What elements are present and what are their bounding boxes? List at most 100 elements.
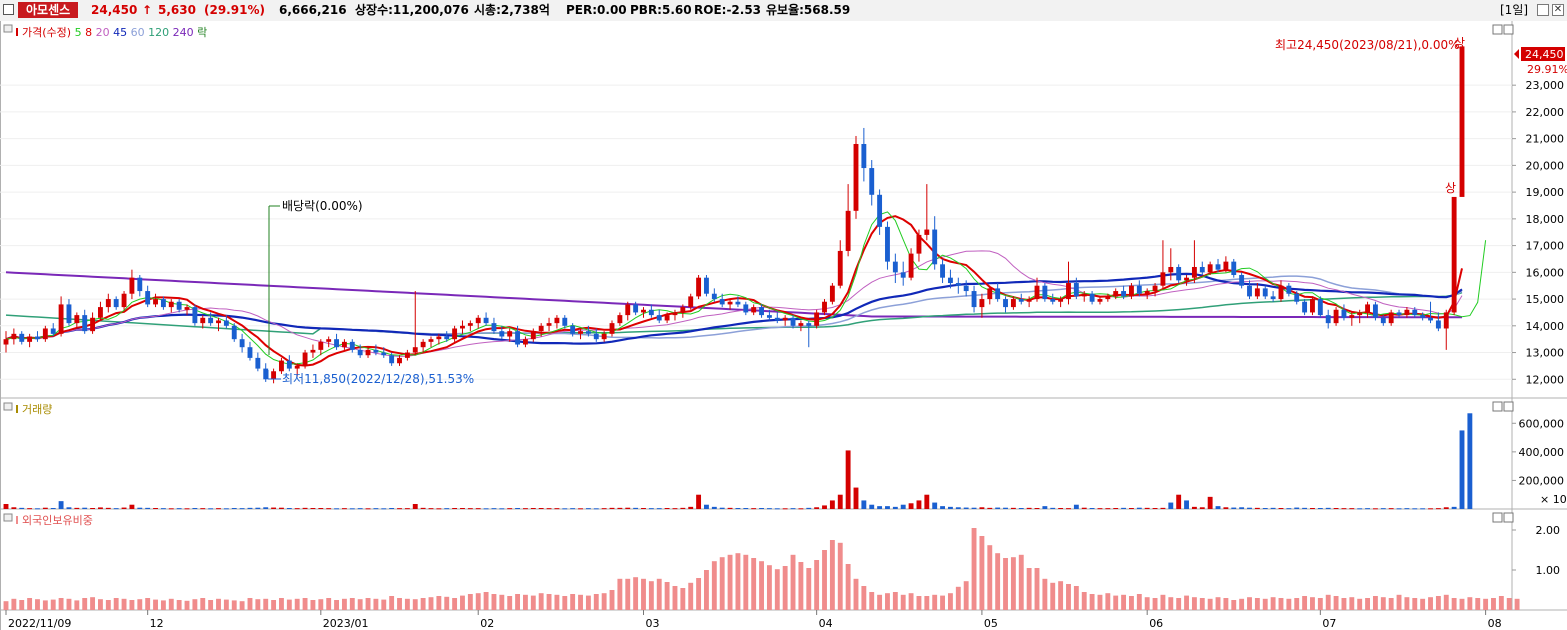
foreign-bar [562, 596, 568, 610]
candle-body [318, 341, 324, 350]
price-tick-label: 17,000 [1526, 240, 1565, 253]
foreign-bar [1034, 568, 1040, 610]
candle-body [1160, 272, 1166, 286]
volume-panel-controls[interactable] [1492, 401, 1514, 412]
volume-bar [357, 508, 363, 510]
candle-body [1050, 299, 1056, 302]
volume-bar [90, 508, 96, 509]
candle-body [1215, 264, 1221, 270]
candle-body [82, 315, 88, 332]
foreign-bar [1168, 597, 1174, 610]
candle-body [735, 301, 741, 305]
volume-bar [570, 508, 576, 510]
foreign-bar [255, 599, 261, 610]
volume-bar [113, 508, 119, 510]
foreign-bar [719, 557, 725, 610]
volume-bar [1144, 507, 1150, 509]
foreign-bar [955, 586, 961, 610]
candle-body [1129, 285, 1134, 297]
volume-bar [1467, 413, 1473, 509]
candle-body [869, 168, 875, 195]
foreign-bar [1223, 598, 1229, 610]
foreign-bar [27, 598, 33, 610]
candle-body [633, 304, 639, 313]
foreign-bar [105, 600, 111, 610]
foreign-bar [66, 598, 72, 610]
foreign-bar [1066, 584, 1071, 610]
stock-name-badge[interactable]: 아모센스 [18, 2, 79, 18]
foreign-bar [326, 598, 332, 610]
x-tick-label: 08 [1488, 617, 1502, 630]
foreign-bar [58, 598, 64, 610]
restore-icon[interactable] [1537, 4, 1549, 16]
foreign-bar [1176, 598, 1182, 610]
foreign-bar [1341, 598, 1347, 610]
candle-body [341, 341, 347, 348]
foreign-panel-controls[interactable] [1492, 512, 1514, 523]
foreign-ownership-bars [3, 528, 1520, 610]
foreign-bar [1239, 598, 1245, 610]
foreign-bar [1294, 598, 1300, 610]
volume-bar [963, 507, 969, 509]
volume-bar [1365, 508, 1370, 510]
candle-body [1223, 261, 1229, 270]
volume-bar [176, 508, 182, 510]
foreign-bar [609, 590, 615, 610]
candle-body [428, 339, 434, 342]
chart-area[interactable]: 12,000 13,000 14,000 15,000 16,000 17,000 18,0… [0, 21, 1567, 630]
foreign-bar [940, 595, 946, 610]
foreign-legend: 외국인보유비중 [3, 513, 93, 527]
volume-bar [239, 508, 245, 510]
volume-bar [1459, 430, 1465, 509]
svg-text:가격(수정) 5 8 20 45 60 120 240 락: 가격(수정) 5 8 20 45 60 120 240 락 [22, 26, 207, 39]
candle-body [885, 226, 890, 262]
volume-title: 거래량 [22, 403, 52, 416]
volume-bar [121, 507, 127, 509]
price-panel-controls[interactable] [1492, 24, 1514, 35]
volume-legend: 거래량 [3, 402, 52, 416]
volume-bar [192, 508, 198, 509]
candle-body [1270, 296, 1276, 300]
candle-body [499, 331, 505, 337]
period-selector[interactable]: [1일] [1500, 3, 1529, 17]
candle-body [365, 349, 371, 356]
candle-body [1010, 299, 1016, 308]
reserve-ratio: 유보율:568.59 [766, 3, 851, 17]
volume-bar [1207, 496, 1213, 509]
foreign-bar [1372, 596, 1378, 610]
dividend-label: 배당락(0.00%) [282, 199, 363, 213]
foreign-bar [1302, 596, 1308, 610]
select-checkbox[interactable] [3, 4, 14, 15]
volume-bar [35, 508, 40, 510]
candle-body [334, 339, 339, 348]
volume-bars [3, 413, 1473, 510]
market-cap: 시총:2,738억 [474, 3, 550, 17]
foreign-bar [1073, 586, 1079, 610]
price-tick-label: 14,000 [1526, 320, 1565, 333]
volume-bar [711, 506, 717, 509]
volume-bar [1428, 508, 1433, 510]
foreign-bar [467, 594, 473, 610]
moving-average-lines [5, 211, 1487, 367]
candle-body [1191, 266, 1197, 278]
volume-bar [318, 508, 324, 509]
candle-body [900, 272, 906, 278]
foreign-bar [1443, 594, 1449, 610]
legend-item: 8 [82, 26, 93, 39]
candle-body [1058, 299, 1064, 302]
candle-body [1357, 312, 1363, 316]
foreign-bar [444, 596, 450, 610]
foreign-title: 외국인보유비중 [22, 514, 93, 527]
volume-bar [137, 507, 143, 509]
volume-bar [1184, 500, 1189, 509]
foreign-bar [1042, 578, 1048, 610]
volume-bar [530, 508, 536, 509]
foreign-bar [704, 570, 709, 610]
candle-body [216, 320, 221, 324]
close-icon[interactable]: ✕ [1552, 4, 1564, 16]
foreign-bar [1089, 594, 1095, 610]
price-tick-label: 18,000 [1526, 213, 1565, 226]
volume-bar [617, 507, 623, 509]
foreign-bar [530, 595, 536, 610]
candle-body [1459, 46, 1465, 197]
